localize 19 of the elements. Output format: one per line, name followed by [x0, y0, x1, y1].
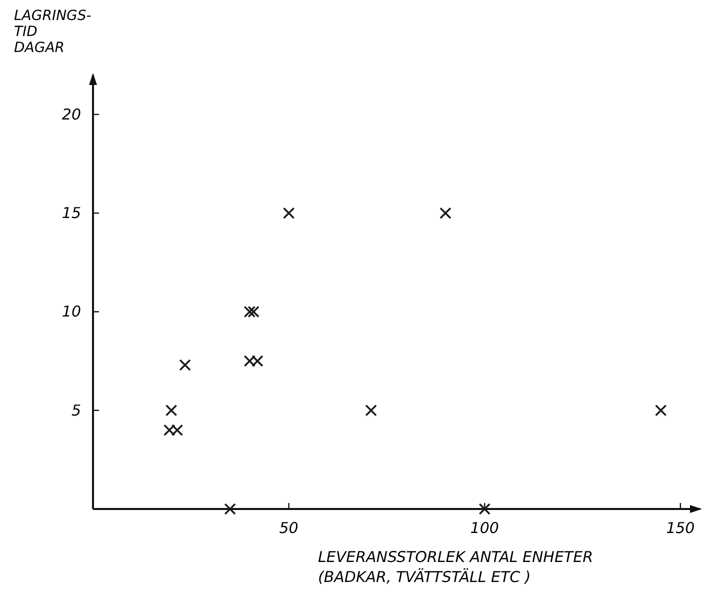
x-axis-title: LEVERANSSTORLEK ANTAL ENHETER (BADKAR, TVÄTTSTÄLL ETC )	[318, 548, 593, 586]
x-tick-label: 150	[666, 519, 695, 537]
point	[224, 503, 236, 515]
x-tick-label: 100	[470, 519, 499, 537]
point	[654, 404, 667, 416]
x-tick-label: 50	[279, 519, 298, 537]
point	[478, 503, 491, 515]
y-tick-label: 20	[62, 105, 81, 124]
y-tick-label: 5	[71, 401, 81, 420]
point	[282, 207, 295, 219]
y-tick-label: 10	[62, 302, 81, 321]
point	[365, 404, 377, 416]
point	[440, 207, 452, 219]
point	[244, 306, 256, 318]
point	[165, 404, 178, 416]
point	[248, 306, 260, 318]
y-axis-title: LAGRINGS- TID DAGAR	[14, 8, 92, 56]
y-tick-label: 15	[62, 204, 81, 222]
point	[179, 359, 191, 371]
